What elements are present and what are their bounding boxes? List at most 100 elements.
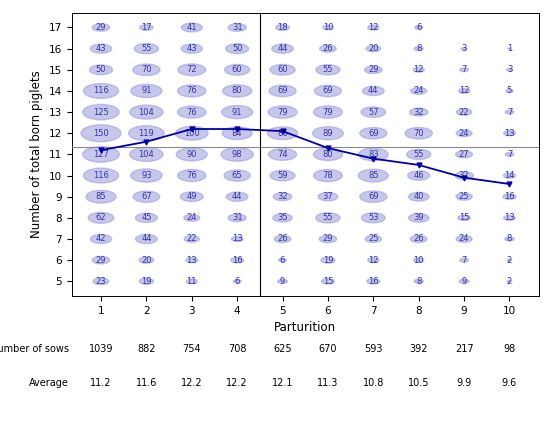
- Text: 2: 2: [507, 277, 512, 286]
- Ellipse shape: [133, 191, 160, 202]
- Text: 50: 50: [232, 44, 243, 53]
- Ellipse shape: [270, 64, 295, 75]
- Ellipse shape: [314, 106, 343, 118]
- Text: 78: 78: [322, 171, 333, 180]
- Ellipse shape: [367, 278, 380, 284]
- Text: Number of sows: Number of sows: [0, 344, 69, 354]
- Ellipse shape: [411, 88, 427, 94]
- Text: 55: 55: [141, 44, 152, 53]
- Ellipse shape: [131, 169, 162, 182]
- Ellipse shape: [456, 130, 472, 137]
- Text: 1: 1: [507, 44, 512, 53]
- Ellipse shape: [224, 170, 250, 181]
- Ellipse shape: [175, 126, 208, 140]
- Text: 43: 43: [186, 44, 197, 53]
- Text: 9.6: 9.6: [502, 378, 517, 388]
- Ellipse shape: [130, 105, 163, 119]
- Text: 72: 72: [186, 65, 197, 74]
- Text: 55: 55: [414, 150, 424, 159]
- Text: 86: 86: [277, 129, 288, 138]
- Ellipse shape: [320, 45, 336, 52]
- Text: 3: 3: [461, 44, 467, 53]
- Text: 70: 70: [414, 129, 424, 138]
- Text: 91: 91: [141, 86, 152, 96]
- Ellipse shape: [222, 105, 252, 119]
- Ellipse shape: [186, 258, 197, 263]
- Ellipse shape: [181, 44, 202, 53]
- Ellipse shape: [268, 148, 296, 160]
- Text: 93: 93: [141, 171, 152, 180]
- Ellipse shape: [92, 24, 110, 31]
- Ellipse shape: [408, 171, 430, 180]
- Text: 1039: 1039: [89, 344, 113, 354]
- Text: 46: 46: [414, 171, 424, 180]
- Ellipse shape: [177, 148, 207, 161]
- Text: 150: 150: [93, 129, 109, 138]
- Text: 104: 104: [139, 107, 154, 117]
- Ellipse shape: [368, 25, 379, 30]
- Text: 17: 17: [141, 23, 152, 32]
- Text: 16: 16: [368, 277, 378, 286]
- Ellipse shape: [276, 25, 289, 30]
- Ellipse shape: [508, 48, 511, 49]
- Ellipse shape: [455, 151, 472, 158]
- Text: 708: 708: [228, 344, 246, 354]
- Text: 89: 89: [323, 129, 333, 138]
- Text: 19: 19: [141, 277, 152, 286]
- Ellipse shape: [413, 67, 425, 72]
- Ellipse shape: [90, 234, 112, 244]
- Ellipse shape: [224, 64, 250, 75]
- Text: 16: 16: [232, 255, 243, 265]
- Ellipse shape: [273, 214, 292, 222]
- Text: 3: 3: [507, 65, 512, 74]
- Ellipse shape: [506, 89, 513, 93]
- Text: 80: 80: [232, 86, 243, 96]
- Ellipse shape: [366, 46, 381, 52]
- Text: 116: 116: [93, 86, 109, 96]
- Ellipse shape: [318, 192, 338, 201]
- Text: 754: 754: [183, 344, 201, 354]
- Text: 5: 5: [507, 86, 512, 96]
- Text: 13: 13: [232, 234, 243, 244]
- Ellipse shape: [134, 44, 158, 54]
- Text: 44: 44: [277, 44, 288, 53]
- Ellipse shape: [222, 127, 252, 140]
- Text: 12: 12: [459, 86, 469, 96]
- Text: 10.5: 10.5: [408, 378, 430, 388]
- Text: 127: 127: [93, 150, 109, 159]
- Text: 57: 57: [368, 107, 378, 117]
- Text: 32: 32: [277, 192, 288, 201]
- Ellipse shape: [130, 147, 163, 162]
- Text: 27: 27: [459, 150, 469, 159]
- Text: 32: 32: [459, 171, 469, 180]
- Text: 79: 79: [323, 107, 333, 117]
- Text: 41: 41: [186, 23, 197, 32]
- Ellipse shape: [410, 236, 427, 242]
- Text: 76: 76: [186, 86, 197, 96]
- Ellipse shape: [228, 24, 246, 31]
- Text: 35: 35: [277, 213, 288, 222]
- Ellipse shape: [84, 168, 119, 183]
- Text: 98: 98: [232, 150, 243, 159]
- Text: 100: 100: [184, 129, 200, 138]
- Ellipse shape: [316, 213, 340, 223]
- Text: 116: 116: [93, 171, 109, 180]
- Text: 6: 6: [234, 277, 240, 286]
- Text: 8: 8: [416, 44, 421, 53]
- Text: 65: 65: [232, 171, 243, 180]
- Ellipse shape: [135, 234, 157, 244]
- Text: 49: 49: [186, 192, 197, 201]
- Ellipse shape: [129, 126, 164, 141]
- Text: 11.6: 11.6: [136, 378, 157, 388]
- Ellipse shape: [86, 190, 116, 203]
- Text: 9.9: 9.9: [456, 378, 472, 388]
- Ellipse shape: [178, 64, 206, 76]
- Text: 26: 26: [277, 234, 288, 244]
- Text: 24: 24: [186, 213, 197, 222]
- Text: 125: 125: [93, 107, 109, 117]
- Text: 55: 55: [323, 213, 333, 222]
- Text: 31: 31: [232, 213, 243, 222]
- Ellipse shape: [92, 256, 110, 264]
- Ellipse shape: [409, 192, 429, 201]
- Text: 55: 55: [323, 65, 333, 74]
